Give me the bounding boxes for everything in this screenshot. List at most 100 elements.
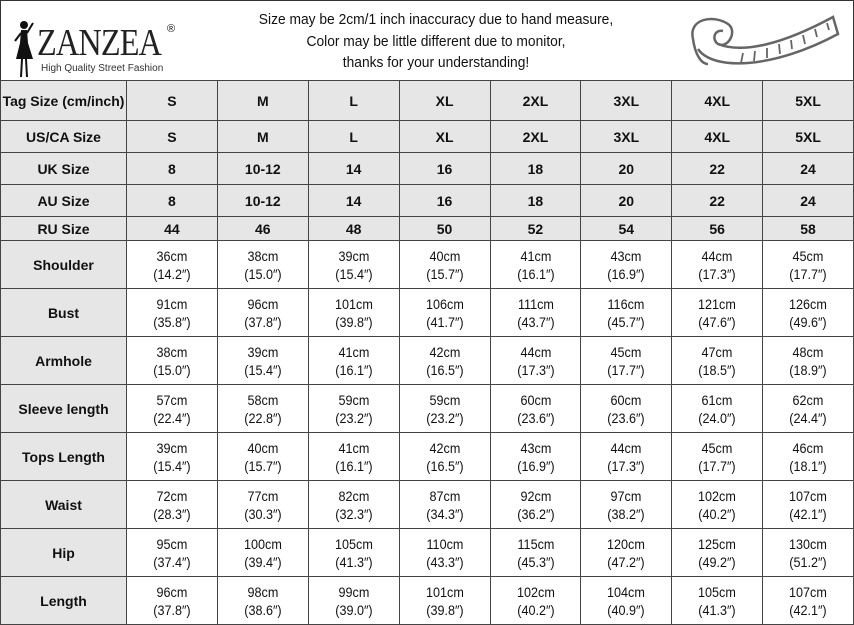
cm-value: 45cm [610, 343, 642, 360]
size-cell: 16 [398, 152, 491, 185]
cm-value: 60cm [520, 391, 551, 408]
measuring-tape-icon [691, 15, 840, 66]
measurement-cell: 36cm (14.2″) [126, 240, 218, 289]
row-label: Armhole [0, 336, 127, 385]
measurement-cell: 46cm (18.1″) [762, 432, 854, 481]
measurement-cell: 100cm (39.4″) [216, 528, 309, 577]
measurement-cell: 116cm (45.7″) [580, 288, 673, 337]
size-cell: 50 [398, 216, 491, 241]
inch-value: (35.8″) [153, 313, 191, 330]
inch-value: (23.2″) [334, 409, 373, 426]
inch-value: (15.0″) [244, 265, 282, 282]
inch-value: (41.3″) [698, 601, 736, 618]
measurement-row: Length 96cm (37.8″) 98cm (38.6″) 99cm (39.0″) 1… [0, 576, 854, 625]
cm-value: 92cm [520, 487, 551, 504]
inch-value: (18.1″) [789, 457, 827, 474]
inch-value: (17.3″) [698, 265, 736, 282]
measurement-cell: 102cm (40.2″) [671, 480, 764, 529]
measurement-cell: 40cm (15.7″) [398, 240, 491, 289]
measurement-cell: 57cm (22.4″) [126, 384, 218, 433]
size-chart-table: Tag Size (cm/inch) S M L XL 2XL 3XL 4XL 5XL US/CA… [0, 80, 854, 625]
cm-value: 45cm [701, 439, 733, 456]
inch-value: (23.6″) [607, 409, 646, 426]
row-label: US/CA Size [0, 120, 127, 153]
size-cell: 52 [489, 216, 582, 241]
cm-value: 100cm [243, 535, 282, 552]
cm-value: 110cm [426, 535, 463, 552]
inch-value: (23.2″) [425, 409, 464, 426]
measurement-row: Armhole 38cm (15.0″) 39cm (15.4″) 41cm (16.1″)… [0, 336, 854, 385]
size-cell: 56 [671, 216, 764, 241]
notice-line: Size may be 2cm/1 inch inaccuracy due to… [258, 11, 614, 28]
size-cell: 24 [762, 152, 854, 185]
cm-value: 96cm [156, 583, 188, 600]
measurement-cell: 45cm (17.7″) [671, 432, 764, 481]
row-label: Hip [0, 528, 127, 577]
cm-value: 101cm [334, 295, 373, 312]
measurement-cell: 105cm (41.3″) [671, 576, 764, 625]
cm-value: 42cm [429, 439, 460, 456]
cm-value: 44cm [610, 439, 642, 456]
size-cell: S [126, 80, 218, 121]
measurement-cell: 105cm (41.3″) [307, 528, 400, 577]
cm-value: 72cm [156, 487, 188, 504]
inch-value: (16.1″) [334, 361, 373, 378]
cm-value: 107cm [789, 583, 827, 600]
measurement-cell: 106cm (41.7″) [398, 288, 491, 337]
cm-value: 104cm [607, 583, 646, 600]
cm-value: 105cm [698, 583, 737, 600]
measurement-cell: 44cm (17.3″) [489, 336, 582, 385]
measurement-cell: 59cm (23.2″) [307, 384, 400, 433]
size-cell: 3XL [580, 120, 673, 153]
cm-value: 60cm [610, 391, 642, 408]
measurement-cell: 62cm (24.4″) [762, 384, 854, 433]
size-cell: 22 [671, 184, 764, 217]
measurement-cell: 107cm (42.1″) [762, 576, 854, 625]
measurement-cell: 97cm (38.2″) [580, 480, 673, 529]
inch-value: (16.1″) [334, 457, 373, 474]
measurement-cell: 60cm (23.6″) [489, 384, 582, 433]
size-row: UK Size 8 10-12 14 16 18 20 22 24 [0, 152, 854, 185]
measurement-cell: 101cm (39.8″) [307, 288, 400, 337]
inch-value: (23.6″) [516, 409, 555, 426]
inch-value: (38.6″) [244, 601, 282, 618]
measurement-row: Bust 91cm (35.8″) 96cm (37.8″) 101cm (39.8″) 10… [0, 288, 854, 337]
measurement-cell: 58cm (22.8″) [216, 384, 309, 433]
measurement-cell: 96cm (37.8″) [126, 576, 218, 625]
cm-value: 44cm [701, 247, 733, 264]
inch-value: (17.7″) [789, 265, 827, 282]
inch-value: (22.8″) [244, 409, 282, 426]
inch-value: (30.3″) [244, 505, 282, 522]
row-label: Bust [0, 288, 127, 337]
row-label: AU Size [0, 184, 127, 217]
size-cell: 16 [398, 184, 491, 217]
measurement-cell: 77cm (30.3″) [216, 480, 309, 529]
row-label: RU Size [0, 216, 127, 241]
cm-value: 48cm [792, 343, 824, 360]
measurement-cell: 72cm (28.3″) [126, 480, 218, 529]
measurement-cell: 130cm (51.2″) [762, 528, 854, 577]
inch-value: (47.2″) [607, 553, 646, 570]
size-cell: 14 [307, 152, 400, 185]
inch-value: (39.8″) [425, 601, 464, 618]
measurement-cell: 95cm (37.4″) [126, 528, 218, 577]
inch-value: (42.1″) [789, 601, 827, 618]
size-cell: M [216, 120, 309, 153]
cm-value: 102cm [516, 583, 555, 600]
measurement-cell: 44cm (17.3″) [580, 432, 673, 481]
size-cell: S [126, 120, 218, 153]
size-cell: 54 [580, 216, 673, 241]
registered-mark: ® [167, 23, 176, 35]
measurement-row: Hip 95cm (37.4″) 100cm (39.4″) 105cm (41.3″) 11… [0, 528, 854, 577]
size-cell: 20 [580, 184, 673, 217]
measurement-cell: 40cm (15.7″) [216, 432, 309, 481]
measurement-cell: 43cm (16.9″) [489, 432, 582, 481]
cm-value: 98cm [247, 583, 279, 600]
inch-value: (47.6″) [698, 313, 736, 330]
cm-value: 95cm [156, 535, 188, 552]
inch-value: (39.4″) [244, 553, 282, 570]
cm-value: 38cm [156, 343, 188, 360]
measurement-cell: 99cm (39.0″) [307, 576, 400, 625]
woman-silhouette-icon [14, 21, 34, 78]
cm-value: 126cm [789, 295, 827, 312]
